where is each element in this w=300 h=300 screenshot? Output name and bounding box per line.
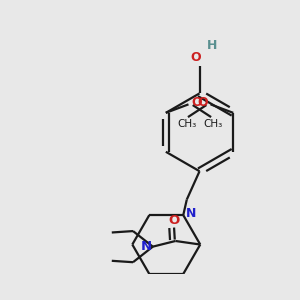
Text: CH₃: CH₃ — [203, 119, 222, 129]
Text: N: N — [186, 207, 196, 220]
Text: O: O — [168, 214, 180, 227]
Text: O: O — [191, 51, 201, 64]
Text: CH₃: CH₃ — [177, 119, 196, 129]
Text: O: O — [197, 96, 208, 110]
Text: N: N — [140, 240, 152, 253]
Text: H: H — [207, 39, 217, 52]
Text: O: O — [191, 96, 202, 110]
